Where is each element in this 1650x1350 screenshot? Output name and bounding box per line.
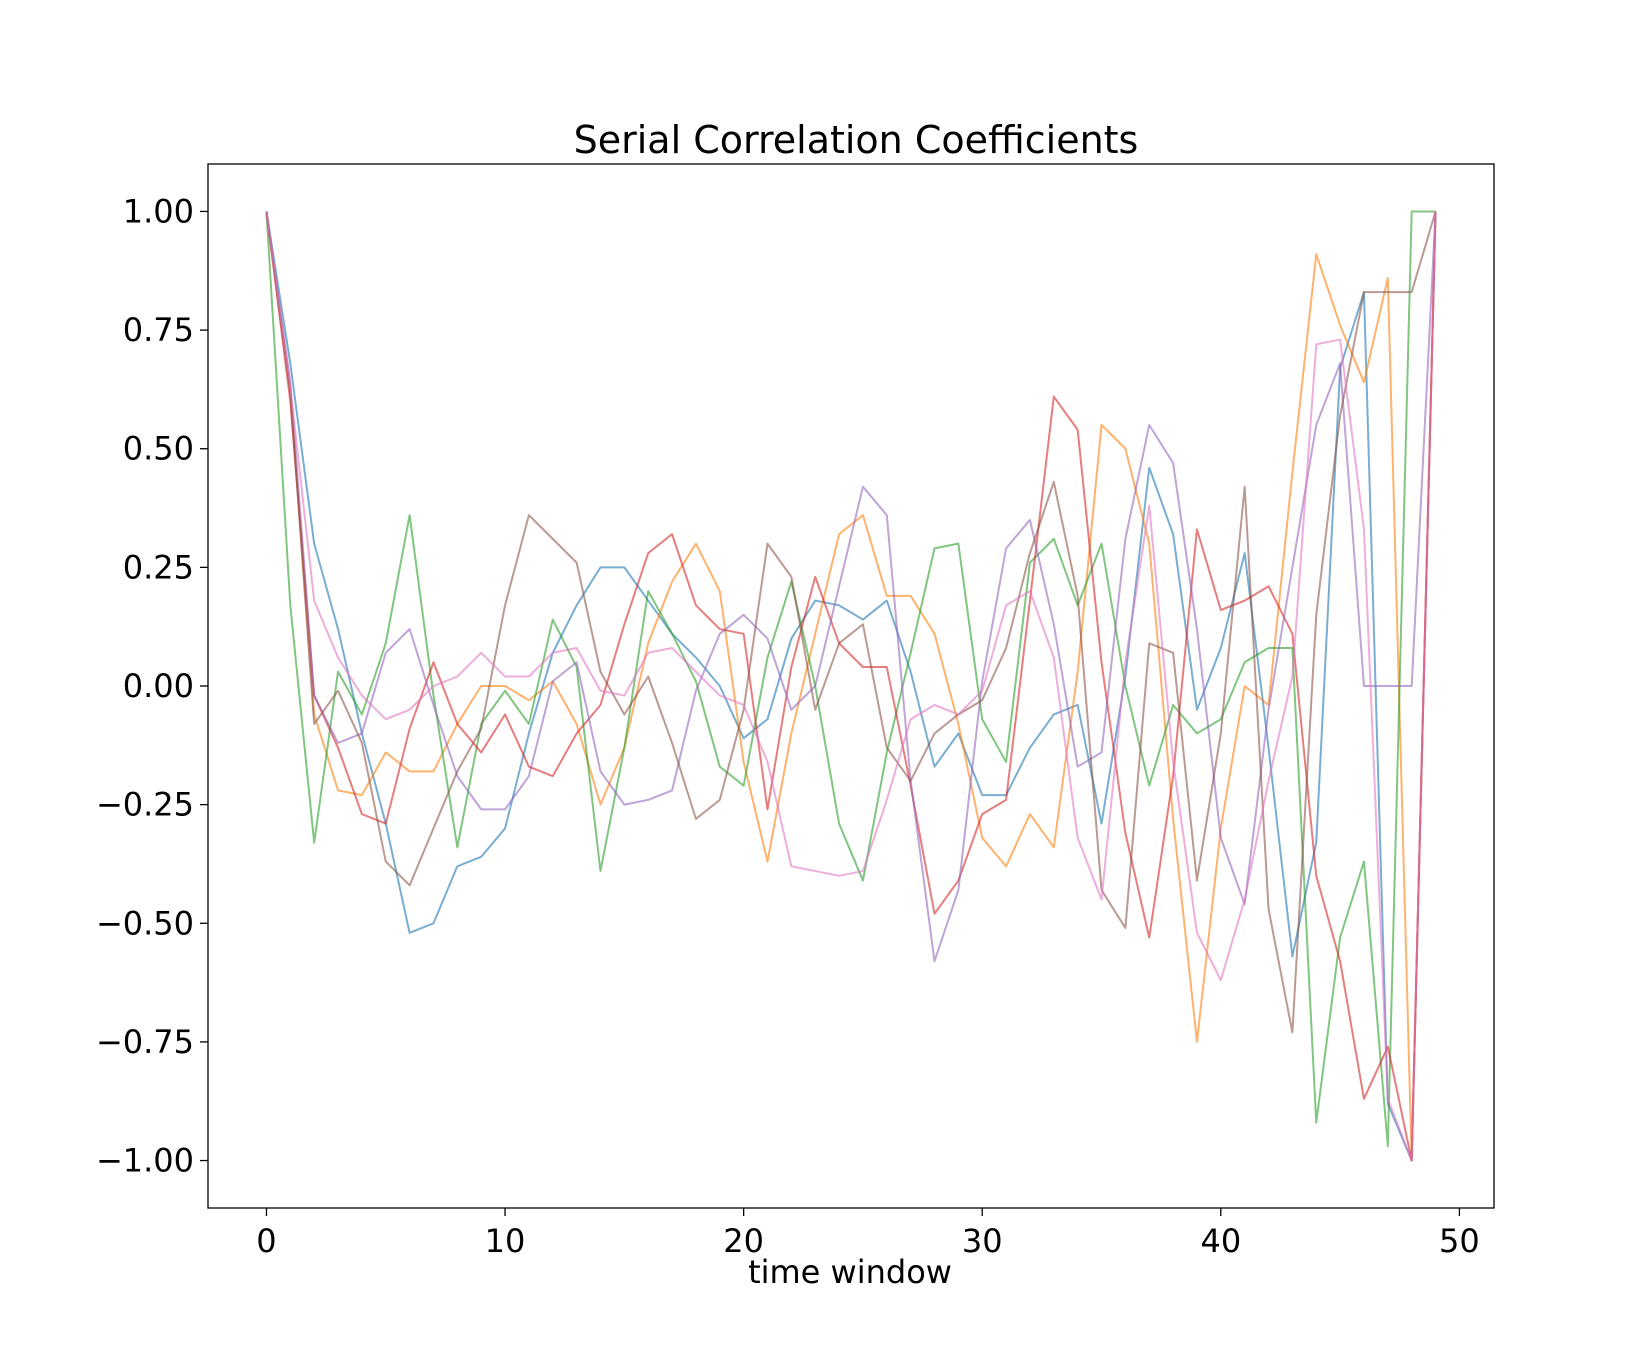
series-line-6 xyxy=(265,211,1437,1034)
series-line-2 xyxy=(265,211,1437,1162)
x-axis: 0 10 20 30 40 50 xyxy=(256,1208,1480,1260)
y-axis: 1.00 0.75 0.50 0.25 0.00 −0.25 −0.50 −0.75 −1.00 xyxy=(96,192,208,1180)
x-tick-label: 40 xyxy=(1200,1222,1241,1260)
y-tick-label: 0.75 xyxy=(123,311,194,349)
x-tick-label: 20 xyxy=(723,1222,764,1260)
y-tick-label: 0.25 xyxy=(123,548,194,586)
series-lines xyxy=(265,210,1437,1162)
x-tick-label: 50 xyxy=(1439,1222,1480,1260)
x-tick-label: 0 xyxy=(256,1222,276,1260)
y-tick-label: 0.50 xyxy=(123,430,194,468)
plot-frame xyxy=(207,163,1495,1209)
chart-title: Serial Correlation Coefficients xyxy=(574,118,1139,162)
series-line-7 xyxy=(265,211,1437,1162)
y-tick-label: −0.75 xyxy=(96,1023,194,1061)
x-tick-label: 30 xyxy=(962,1222,1003,1260)
y-tick-label: 1.00 xyxy=(123,192,194,230)
x-tick-label: 10 xyxy=(485,1222,526,1260)
y-tick-label: −1.00 xyxy=(96,1142,194,1180)
series-line-3 xyxy=(265,210,1436,1148)
y-tick-label: −0.25 xyxy=(96,786,194,824)
y-tick-label: 0.00 xyxy=(123,667,194,705)
x-axis-label: time window xyxy=(748,1253,952,1291)
y-tick-label: −0.50 xyxy=(96,904,194,942)
series-line-4 xyxy=(265,211,1437,1162)
series-line-5 xyxy=(265,211,1437,963)
series-line-1 xyxy=(265,211,1437,1162)
